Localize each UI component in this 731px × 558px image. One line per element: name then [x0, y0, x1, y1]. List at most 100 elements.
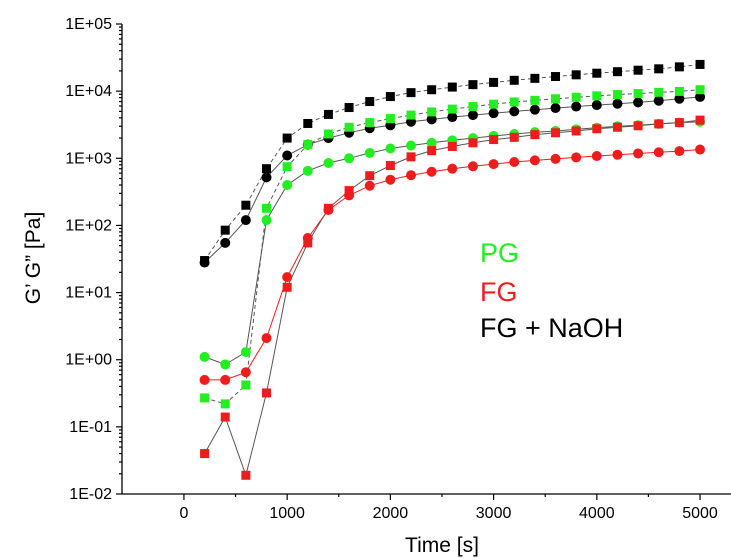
data-point-pg-g: [406, 140, 417, 151]
data-point-fg-g: [427, 146, 437, 156]
data-point-fg-g: [633, 121, 643, 131]
data-point-fg-g: [468, 138, 478, 148]
data-point-pg-g: [240, 347, 251, 358]
data-point-fg-g: [406, 170, 417, 181]
legend-label-pg: PG: [480, 238, 519, 268]
data-point-fg-g: [633, 148, 644, 159]
data-point-fg-plus-naoh-g: [426, 114, 437, 125]
data-point-fg-plus-naoh-g: [261, 172, 272, 183]
data-point-fg-plus-naoh-g: [323, 109, 333, 119]
data-point-fg-g: [509, 157, 520, 168]
data-point-pg-g: [427, 107, 437, 117]
data-point-pg-g: [303, 140, 313, 150]
data-point-pg-g: [385, 143, 396, 154]
y-tick-label: 1E-02: [69, 486, 112, 503]
data-point-fg-plus-naoh-g: [530, 73, 540, 83]
data-point-fg-plus-naoh-g: [220, 237, 231, 248]
data-point-fg-plus-naoh-g: [447, 82, 457, 92]
data-point-fg-g: [592, 124, 602, 134]
y-ticks: 1E-02 1E-01 1E+00 1E+01 1E+02 1E+03 1E+04 1E+05: [65, 16, 122, 503]
data-point-fg-plus-naoh-g: [674, 93, 685, 104]
data-point-fg-plus-naoh-g: [447, 112, 458, 123]
legend: PG FG FG + NaOH: [480, 238, 623, 343]
y-tick-label: 1E+00: [65, 352, 112, 369]
data-point-fg-plus-naoh-g: [406, 88, 416, 98]
axes: [121, 24, 731, 495]
data-point-fg-plus-naoh-g: [199, 257, 210, 268]
x-tick-label: 5000: [682, 505, 718, 522]
y-tick-label: 1E-01: [69, 419, 112, 436]
data-point-fg-g: [530, 130, 540, 140]
data-point-fg-plus-naoh-g: [695, 59, 705, 69]
data-point-pg-g: [674, 86, 684, 96]
x-tick-label: 3000: [476, 505, 512, 522]
data-point-fg-g: [653, 147, 664, 158]
data-point-pg-g: [633, 89, 643, 99]
data-point-fg-g: [489, 135, 499, 145]
data-point-fg-g: [426, 166, 437, 177]
data-point-fg-g: [612, 122, 622, 132]
data-point-fg-plus-naoh-g: [509, 75, 519, 85]
data-point-fg-g: [591, 151, 602, 162]
data-point-fg-g: [571, 126, 581, 136]
data-point-fg-g: [550, 153, 561, 164]
data-point-fg-g: [220, 374, 231, 385]
data-point-fg-g: [488, 159, 499, 170]
data-point-fg-g: [447, 141, 457, 151]
data-point-fg-plus-naoh-g: [303, 118, 313, 128]
y-tick-label: 1E+01: [65, 285, 112, 302]
data-point-fg-g: [344, 190, 355, 201]
data-point-pg-g: [406, 110, 416, 120]
data-point-pg-g: [302, 165, 313, 176]
data-point-pg-g: [241, 380, 251, 390]
data-point-fg-g: [385, 174, 396, 185]
data-point-fg-g: [529, 155, 540, 166]
data-point-pg-g: [261, 215, 272, 226]
data-point-fg-plus-naoh-g: [344, 103, 354, 113]
data-point-fg-plus-naoh-g: [654, 64, 664, 74]
data-point-fg-g: [385, 161, 395, 171]
data-point-pg-g: [612, 90, 622, 100]
data-point-fg-plus-naoh-g: [467, 110, 478, 121]
data-point-pg-g: [551, 94, 561, 104]
y-tick-label: 1E+03: [65, 150, 112, 167]
data-point-pg-g: [323, 129, 333, 139]
data-point-fg-g: [612, 149, 623, 160]
data-point-fg-plus-naoh-g: [633, 65, 643, 75]
data-point-pg-g: [220, 359, 231, 370]
data-point-fg-plus-naoh-g: [612, 67, 622, 77]
data-point-fg-plus-naoh-g: [282, 133, 292, 143]
data-point-fg-plus-naoh-g: [427, 85, 437, 95]
data-point-pg-g: [509, 97, 519, 107]
y-tick-label: 1E+05: [65, 16, 112, 33]
data-point-pg-g: [220, 399, 230, 409]
data-point-fg-g: [240, 367, 251, 378]
data-point-fg-plus-naoh-g: [488, 108, 499, 119]
data-point-fg-plus-naoh-g: [674, 62, 684, 72]
data-point-pg-g: [282, 162, 292, 172]
data-point-fg-plus-naoh-g: [385, 92, 395, 102]
data-point-fg-g: [674, 146, 685, 157]
data-point-pg-g: [385, 114, 395, 124]
data-point-fg-g: [282, 282, 292, 292]
data-point-fg-plus-naoh-g: [591, 100, 602, 111]
data-point-fg-plus-naoh-g: [220, 225, 230, 235]
data-point-fg-plus-naoh-g: [468, 80, 478, 90]
data-point-fg-plus-naoh-g: [489, 77, 499, 87]
data-point-pg-g: [262, 203, 272, 213]
data-point-fg-plus-naoh-g: [282, 150, 293, 161]
x-tick-label: 2000: [373, 505, 409, 522]
y-axis-title: G’ G” [Pa]: [22, 212, 45, 305]
data-point-fg-plus-naoh-g: [241, 200, 251, 210]
x-tick-label: 4000: [579, 505, 615, 522]
data-point-fg-plus-naoh-g: [592, 68, 602, 78]
data-point-fg-plus-naoh-g: [262, 164, 272, 174]
data-point-pg-g: [364, 147, 375, 158]
data-point-fg-plus-naoh-g: [509, 106, 520, 117]
data-point-fg-plus-naoh-g: [240, 215, 251, 226]
data-point-fg-g: [695, 115, 705, 125]
x-tick-label: 0: [179, 505, 188, 522]
data-point-fg-g: [447, 163, 458, 174]
data-point-pg-g: [282, 180, 293, 191]
data-point-fg-g: [220, 412, 230, 422]
